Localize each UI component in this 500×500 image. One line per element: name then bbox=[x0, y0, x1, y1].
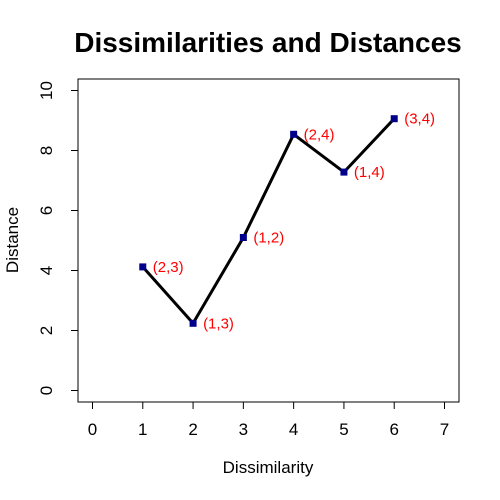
x-tick-label: 3 bbox=[239, 420, 248, 439]
data-point-label: (1,3) bbox=[203, 315, 234, 332]
x-axis-label: Dissimilarity bbox=[223, 458, 314, 477]
data-point-marker bbox=[239, 234, 247, 241]
y-tick-label: 10 bbox=[37, 81, 56, 100]
series-line bbox=[141, 117, 396, 325]
series-line-group bbox=[141, 117, 396, 325]
x-tick-label: 4 bbox=[289, 420, 298, 439]
x-tick-label: 1 bbox=[138, 420, 147, 439]
data-point-marker bbox=[340, 168, 348, 176]
data-point-label: (2,3) bbox=[153, 259, 184, 276]
data-point-marker bbox=[290, 130, 298, 138]
x-tick-label: 5 bbox=[339, 420, 348, 439]
y-axis: 0 2 4 6 8 10 bbox=[37, 81, 79, 395]
y-tick-label: 6 bbox=[37, 206, 56, 215]
data-point-label: (1,2) bbox=[253, 230, 284, 247]
data-point-marker bbox=[139, 263, 147, 271]
data-point-marker bbox=[390, 115, 398, 123]
marker-group bbox=[139, 115, 398, 327]
y-tick-label: 4 bbox=[37, 266, 56, 275]
x-tick-label: 0 bbox=[88, 420, 97, 439]
chart-title: Dissimilarities and Distances bbox=[74, 27, 462, 58]
point-label-group: (2,3) (1,3) (1,2) (2,4) (1,4) (3,4) bbox=[153, 111, 435, 333]
y-tick-label: 2 bbox=[37, 326, 56, 335]
x-tick-label: 7 bbox=[440, 420, 449, 439]
data-point-label: (2,4) bbox=[304, 126, 335, 143]
data-point-label: (1,4) bbox=[354, 164, 385, 181]
x-tick-label: 2 bbox=[188, 420, 197, 439]
y-axis-label: Distance bbox=[3, 207, 22, 273]
x-axis: 0 1 2 3 4 5 6 7 bbox=[88, 401, 449, 439]
y-tick-label: 8 bbox=[37, 146, 56, 155]
data-point-marker bbox=[189, 319, 197, 327]
y-tick-label: 0 bbox=[37, 386, 56, 395]
data-point-label: (3,4) bbox=[404, 111, 435, 128]
x-tick-label: 6 bbox=[389, 420, 398, 439]
